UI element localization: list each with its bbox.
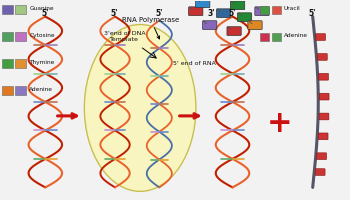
FancyBboxPatch shape	[260, 33, 270, 41]
Text: 3': 3'	[208, 9, 215, 18]
Text: 5': 5'	[155, 9, 163, 18]
FancyBboxPatch shape	[255, 7, 269, 16]
Text: 5': 5'	[309, 9, 316, 18]
FancyBboxPatch shape	[196, 0, 210, 8]
FancyBboxPatch shape	[203, 21, 217, 29]
FancyBboxPatch shape	[230, 1, 245, 10]
FancyBboxPatch shape	[260, 6, 270, 14]
FancyBboxPatch shape	[248, 21, 262, 29]
FancyBboxPatch shape	[272, 33, 281, 41]
FancyBboxPatch shape	[319, 93, 329, 100]
FancyBboxPatch shape	[15, 59, 26, 68]
FancyBboxPatch shape	[319, 73, 329, 80]
FancyBboxPatch shape	[15, 32, 26, 41]
FancyBboxPatch shape	[2, 59, 13, 68]
Ellipse shape	[84, 25, 196, 191]
Text: Cytosine: Cytosine	[29, 33, 55, 38]
FancyBboxPatch shape	[2, 32, 13, 41]
Text: Uracil: Uracil	[284, 6, 301, 11]
FancyBboxPatch shape	[217, 9, 231, 18]
FancyBboxPatch shape	[227, 27, 241, 35]
Text: 5': 5'	[229, 9, 236, 18]
Text: Adenine: Adenine	[29, 87, 53, 92]
FancyBboxPatch shape	[318, 133, 328, 140]
Text: 3'end of DNA
Template: 3'end of DNA Template	[104, 31, 145, 42]
FancyBboxPatch shape	[237, 13, 252, 22]
Text: Thymine: Thymine	[29, 60, 55, 65]
FancyBboxPatch shape	[15, 86, 26, 95]
FancyBboxPatch shape	[315, 169, 325, 175]
Text: 5': 5'	[42, 9, 49, 18]
FancyBboxPatch shape	[189, 7, 203, 16]
FancyBboxPatch shape	[272, 6, 281, 14]
FancyBboxPatch shape	[317, 153, 327, 160]
Text: Guanine: Guanine	[29, 6, 54, 11]
Text: 5': 5'	[110, 9, 118, 18]
Text: 5' end of RNA: 5' end of RNA	[173, 61, 216, 66]
FancyBboxPatch shape	[319, 113, 329, 120]
FancyBboxPatch shape	[317, 54, 327, 60]
Text: Adenine: Adenine	[284, 33, 308, 38]
Text: RNA Polymerase: RNA Polymerase	[122, 17, 179, 39]
FancyBboxPatch shape	[316, 34, 326, 40]
FancyBboxPatch shape	[15, 5, 26, 14]
FancyBboxPatch shape	[2, 86, 13, 95]
FancyBboxPatch shape	[2, 5, 13, 14]
Text: +: +	[267, 109, 292, 138]
